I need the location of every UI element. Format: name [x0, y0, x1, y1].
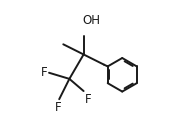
- Text: F: F: [40, 66, 47, 79]
- Text: OH: OH: [83, 14, 101, 27]
- Text: F: F: [55, 101, 62, 114]
- Text: F: F: [85, 93, 91, 106]
